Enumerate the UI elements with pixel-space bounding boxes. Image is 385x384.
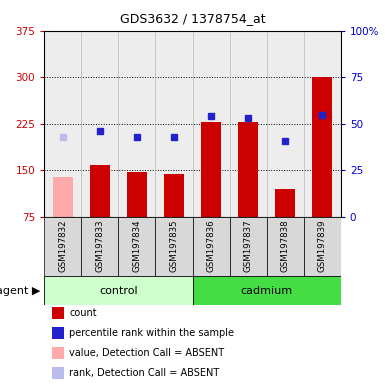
Text: percentile rank within the sample: percentile rank within the sample [69, 328, 234, 338]
Bar [81, 217, 119, 276]
Text: GSM197839: GSM197839 [318, 219, 327, 272]
Text: GSM197833: GSM197833 [95, 219, 104, 272]
Bar [312, 77, 332, 217]
Bar [44, 217, 81, 276]
Text: GSM197838: GSM197838 [281, 219, 290, 272]
Bar [192, 276, 341, 305]
Bar [156, 217, 192, 276]
Bar [164, 174, 184, 217]
Text: GDS3632 / 1378754_at: GDS3632 / 1378754_at [120, 12, 265, 25]
Bar [44, 31, 81, 217]
Bar [304, 31, 341, 217]
Bar [229, 31, 266, 217]
Text: GSM197836: GSM197836 [206, 219, 216, 272]
Bar [127, 172, 147, 217]
Bar [267, 217, 304, 276]
Text: rank, Detection Call = ABSENT: rank, Detection Call = ABSENT [69, 368, 219, 378]
Bar [238, 122, 258, 217]
Text: agent ▶: agent ▶ [0, 286, 40, 296]
Text: cadmium: cadmium [241, 286, 293, 296]
Text: count: count [69, 308, 97, 318]
Bar [119, 31, 156, 217]
Text: GSM197832: GSM197832 [58, 219, 67, 272]
Bar [267, 31, 304, 217]
Bar [304, 217, 341, 276]
Text: GSM197834: GSM197834 [132, 219, 141, 272]
Bar [156, 31, 192, 217]
Bar [44, 276, 192, 305]
Text: value, Detection Call = ABSENT: value, Detection Call = ABSENT [69, 348, 224, 358]
Text: control: control [99, 286, 138, 296]
Bar [192, 31, 229, 217]
Bar [53, 177, 73, 217]
Text: GSM197837: GSM197837 [244, 219, 253, 272]
Bar [229, 217, 266, 276]
Bar [201, 122, 221, 217]
Bar [81, 31, 119, 217]
Bar [192, 217, 229, 276]
Bar [275, 189, 295, 217]
Bar [90, 166, 110, 217]
Bar [119, 217, 156, 276]
Text: GSM197835: GSM197835 [169, 219, 179, 272]
